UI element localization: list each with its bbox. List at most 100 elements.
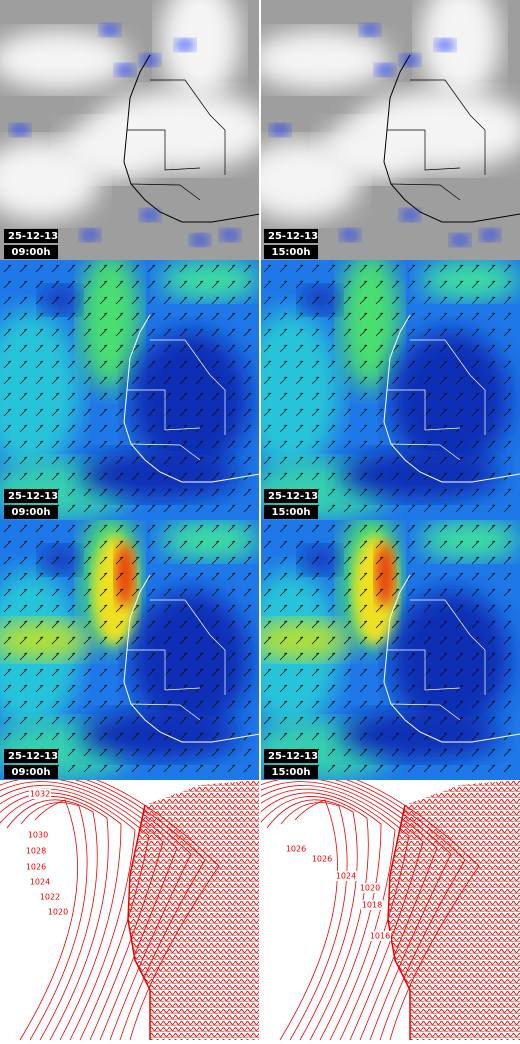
isobar-label-bg bbox=[25, 846, 47, 856]
isobar bbox=[0, 792, 122, 1040]
isobar bbox=[345, 780, 466, 1040]
isobar bbox=[19, 799, 78, 1040]
isobar bbox=[0, 781, 164, 1040]
isobar-label: 1022 bbox=[40, 893, 60, 902]
isobar-label: 1024 bbox=[30, 878, 50, 887]
isobar-label-bg bbox=[29, 789, 51, 799]
isobar-label: 1026 bbox=[312, 855, 332, 864]
rain bbox=[435, 39, 455, 51]
rain bbox=[100, 24, 120, 36]
rain bbox=[220, 229, 240, 241]
date-label: 25-12-13 bbox=[268, 491, 318, 502]
cloud bbox=[420, 0, 500, 100]
map-panel: 25-12-13 15:00h bbox=[260, 0, 520, 260]
rain bbox=[80, 229, 100, 241]
cloud bbox=[160, 0, 240, 100]
borders bbox=[387, 339, 486, 461]
isobar bbox=[280, 802, 348, 1040]
isobar-label: 1026 bbox=[26, 863, 46, 872]
date-box bbox=[4, 489, 58, 503]
map-panel: 1026 1026 1024 1020 1018 1016 bbox=[260, 780, 520, 1040]
date-box bbox=[264, 749, 318, 763]
isobar bbox=[0, 780, 192, 1040]
isobar-label-bg bbox=[369, 931, 391, 941]
rain bbox=[340, 229, 360, 241]
isobar-label-bg bbox=[285, 844, 307, 854]
map-panel: 25-12-13 15:00h bbox=[260, 520, 520, 780]
cloud bbox=[0, 30, 130, 90]
time-label: 15:00h bbox=[272, 767, 311, 778]
isobar bbox=[260, 780, 438, 1040]
isobar bbox=[260, 780, 452, 1040]
cloud bbox=[260, 30, 390, 90]
date-label: 25-12-13 bbox=[268, 231, 318, 242]
rain bbox=[360, 24, 380, 36]
isobar-label-bg bbox=[359, 883, 381, 893]
isobar bbox=[0, 785, 150, 1040]
time-box bbox=[4, 505, 58, 519]
rain bbox=[190, 234, 210, 246]
date-box bbox=[4, 229, 58, 243]
rain bbox=[375, 64, 395, 76]
isobar-label-bg bbox=[361, 900, 383, 910]
isobar bbox=[260, 785, 410, 1040]
isobar bbox=[260, 792, 382, 1040]
date-label: 25-12-13 bbox=[268, 751, 318, 762]
isobar bbox=[6, 799, 98, 1040]
land-edge bbox=[127, 804, 151, 1040]
date-label: 25-12-13 bbox=[8, 231, 58, 242]
time-box bbox=[264, 245, 318, 259]
rain bbox=[10, 124, 30, 136]
isobar-label: 1028 bbox=[26, 847, 46, 856]
date-label: 25-12-13 bbox=[8, 491, 58, 502]
isobar-label: 1020 bbox=[360, 884, 380, 893]
isobar bbox=[96, 780, 220, 1040]
isobar-label: 1024 bbox=[336, 872, 356, 881]
borders bbox=[127, 339, 226, 461]
map-panel: 25-12-13 09:00h bbox=[0, 260, 260, 520]
isobar bbox=[0, 780, 178, 1040]
time-box bbox=[4, 245, 58, 259]
time-label: 15:00h bbox=[272, 247, 311, 258]
rain bbox=[270, 124, 290, 136]
isobar-label: 1018 bbox=[362, 901, 382, 910]
borders bbox=[387, 79, 486, 201]
cloud bbox=[320, 120, 420, 180]
rain bbox=[450, 234, 470, 246]
rain bbox=[175, 39, 195, 51]
rain bbox=[115, 64, 135, 76]
isobar bbox=[0, 788, 136, 1040]
land-edge bbox=[387, 804, 411, 1040]
rain bbox=[400, 209, 420, 221]
time-box bbox=[264, 765, 318, 779]
isobar bbox=[279, 799, 338, 1040]
isobar-label-bg bbox=[47, 907, 69, 917]
isobar bbox=[356, 780, 480, 1040]
land-contours bbox=[128, 780, 260, 1040]
time-label: 09:00h bbox=[12, 507, 51, 518]
borders bbox=[387, 599, 486, 721]
map-panel: 25-12-13 09:00h bbox=[0, 520, 260, 780]
isobar bbox=[260, 781, 424, 1040]
map-panel: 25-12-13 15:00h bbox=[260, 260, 520, 520]
rain bbox=[140, 209, 160, 221]
isobar bbox=[0, 796, 109, 1040]
cloud bbox=[60, 120, 160, 180]
rain bbox=[480, 229, 500, 241]
isobar-label: 1030 bbox=[28, 831, 48, 840]
time-box bbox=[264, 505, 318, 519]
date-label: 25-12-13 bbox=[8, 751, 58, 762]
borders bbox=[127, 79, 226, 201]
isobar-label: 1026 bbox=[286, 845, 306, 854]
isobar bbox=[260, 796, 369, 1040]
map-panel: 1032 1030 1028 1026 1024 1022 1020 bbox=[0, 780, 260, 1040]
isobar-label-bg bbox=[29, 877, 51, 887]
isobar-label: 1032 bbox=[30, 790, 50, 799]
isobar-label-bg bbox=[39, 892, 61, 902]
isobar-label: 1016 bbox=[370, 932, 390, 941]
date-box bbox=[264, 229, 318, 243]
map-panel: 25-12-13 09:00h bbox=[0, 0, 260, 260]
isobar bbox=[266, 799, 358, 1040]
date-box bbox=[264, 489, 318, 503]
